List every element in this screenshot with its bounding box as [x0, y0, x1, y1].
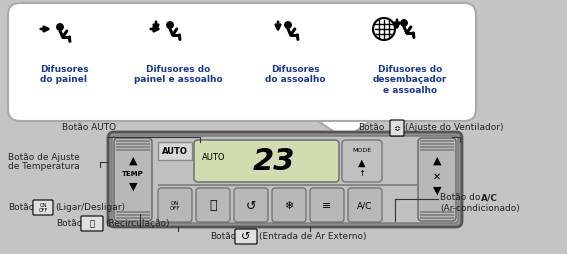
- FancyBboxPatch shape: [33, 200, 53, 215]
- FancyBboxPatch shape: [235, 229, 257, 244]
- Text: ✕: ✕: [433, 171, 441, 181]
- Bar: [420, 149, 454, 151]
- Text: (Ligar/Desligar): (Ligar/Desligar): [55, 203, 125, 212]
- Bar: [116, 144, 150, 146]
- Text: (Ar-condicionado): (Ar-condicionado): [440, 204, 520, 213]
- Bar: [158, 142, 192, 160]
- FancyBboxPatch shape: [114, 138, 152, 221]
- FancyBboxPatch shape: [234, 188, 268, 222]
- Bar: [116, 214, 150, 216]
- FancyBboxPatch shape: [272, 188, 306, 222]
- Text: ≎: ≎: [393, 124, 400, 133]
- FancyBboxPatch shape: [112, 136, 458, 223]
- Circle shape: [401, 21, 407, 27]
- Text: (Ajuste do Ventilador): (Ajuste do Ventilador): [405, 123, 503, 132]
- Text: Difusores
do painel: Difusores do painel: [40, 65, 88, 84]
- Text: Botão: Botão: [56, 219, 82, 228]
- Text: ON
OFF: ON OFF: [170, 200, 180, 211]
- Bar: [420, 144, 454, 146]
- Text: Botão do: Botão do: [440, 193, 483, 202]
- Bar: [116, 217, 150, 219]
- Text: Botão: Botão: [210, 232, 236, 241]
- Text: Difusores
do assoalho: Difusores do assoalho: [265, 65, 325, 84]
- Bar: [116, 211, 150, 213]
- Text: Botão: Botão: [358, 123, 384, 132]
- Circle shape: [285, 23, 291, 29]
- Text: ▼: ▼: [129, 181, 137, 191]
- Text: ↺: ↺: [246, 199, 256, 212]
- FancyBboxPatch shape: [196, 188, 230, 222]
- Text: ▼: ▼: [433, 185, 441, 195]
- Text: ↺: ↺: [242, 231, 251, 241]
- FancyBboxPatch shape: [390, 121, 404, 136]
- Bar: [420, 214, 454, 216]
- Text: 🚗: 🚗: [90, 219, 95, 228]
- FancyBboxPatch shape: [348, 188, 382, 222]
- Text: MODE: MODE: [353, 148, 371, 153]
- FancyBboxPatch shape: [194, 140, 339, 182]
- Text: Botão: Botão: [8, 203, 34, 212]
- FancyBboxPatch shape: [108, 133, 462, 227]
- Text: Botão de Ajuste: Botão de Ajuste: [8, 153, 80, 162]
- Text: A/C: A/C: [481, 193, 498, 202]
- Text: A/C: A/C: [357, 201, 373, 210]
- Text: ≡: ≡: [322, 200, 332, 210]
- Text: (Recirculação): (Recirculação): [105, 219, 170, 228]
- Text: ▲: ▲: [433, 155, 441, 165]
- Bar: [420, 146, 454, 148]
- Bar: [116, 149, 150, 151]
- Bar: [116, 146, 150, 148]
- Bar: [158, 184, 418, 186]
- Text: Botão AUTO: Botão AUTO: [62, 123, 116, 132]
- Text: 🚗: 🚗: [209, 199, 217, 212]
- FancyBboxPatch shape: [8, 4, 476, 121]
- Text: AUTO: AUTO: [202, 153, 226, 162]
- Text: ON
OFF: ON OFF: [39, 202, 48, 213]
- Bar: [420, 211, 454, 213]
- Text: TEMP: TEMP: [122, 170, 144, 176]
- Circle shape: [167, 23, 174, 29]
- Text: Difusores do
painel e assoalho: Difusores do painel e assoalho: [134, 65, 222, 84]
- Bar: [420, 140, 454, 142]
- FancyBboxPatch shape: [81, 216, 103, 231]
- Text: de Temperatura: de Temperatura: [8, 162, 80, 171]
- Circle shape: [57, 25, 64, 31]
- Text: 23: 23: [252, 147, 295, 176]
- Text: (Entrada de Ar Externo): (Entrada de Ar Externo): [259, 232, 366, 241]
- Text: AUTO: AUTO: [162, 147, 188, 156]
- Text: ▲: ▲: [129, 155, 137, 165]
- Text: ❄: ❄: [284, 200, 294, 210]
- FancyBboxPatch shape: [342, 140, 382, 182]
- FancyBboxPatch shape: [310, 188, 344, 222]
- Text: ▲: ▲: [358, 157, 366, 167]
- FancyBboxPatch shape: [158, 188, 192, 222]
- Text: ↑: ↑: [358, 169, 366, 178]
- Polygon shape: [318, 121, 370, 139]
- Bar: [420, 217, 454, 219]
- Text: Difusores do
desembaçador
e assoalho: Difusores do desembaçador e assoalho: [373, 65, 447, 94]
- Bar: [116, 140, 150, 142]
- FancyBboxPatch shape: [418, 138, 456, 221]
